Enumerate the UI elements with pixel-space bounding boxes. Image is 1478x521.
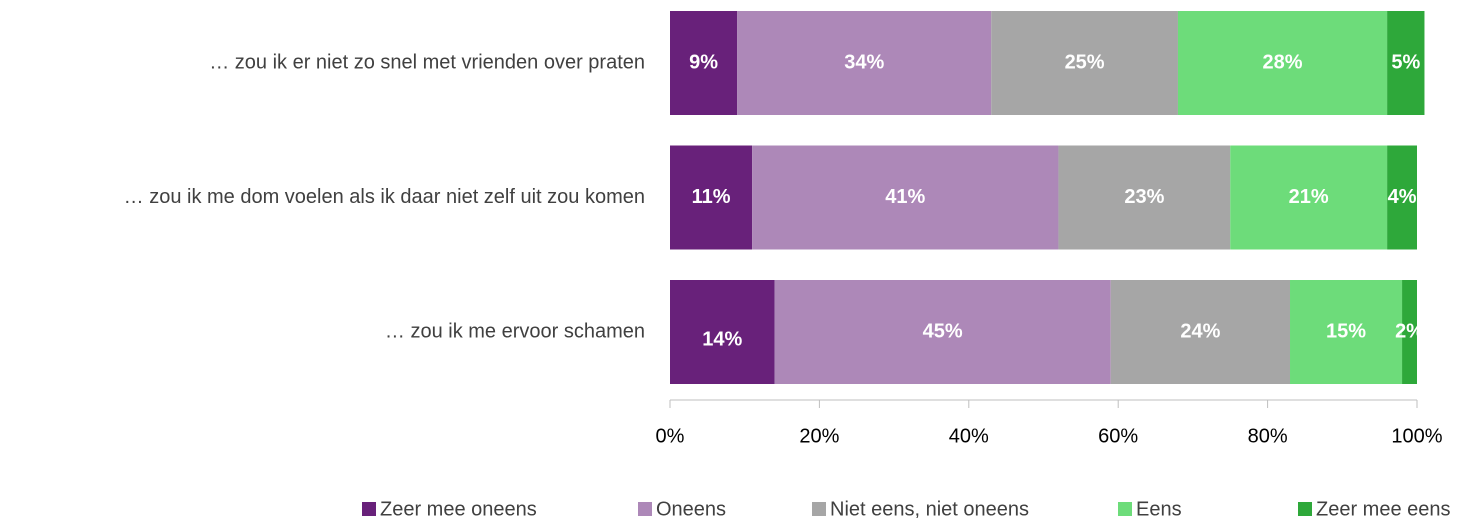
bar-segment [991, 11, 1178, 115]
bar-segment [670, 145, 753, 250]
value-label: 11% [692, 186, 731, 208]
bar-segment [1290, 280, 1403, 384]
legend-label: Zeer mee oneens [380, 498, 537, 520]
category-label: … zou ik er niet zo snel met vrienden ov… [209, 51, 645, 73]
bar-segment [1110, 280, 1291, 384]
bar-segment [1387, 145, 1417, 250]
bar-segment [670, 11, 738, 115]
value-label: 25% [1065, 51, 1105, 73]
bar-segment [737, 11, 992, 115]
legend-swatch [812, 502, 826, 516]
bar-segment [752, 145, 1059, 250]
value-label: 21% [1289, 186, 1329, 208]
legend-swatch [1298, 502, 1312, 516]
legend-label: Oneens [656, 498, 726, 520]
value-label: 5% [1391, 51, 1420, 73]
value-label: 24% [1180, 320, 1220, 342]
x-tick-label: 80% [1248, 425, 1288, 447]
bar-segment [774, 280, 1111, 384]
x-tick-label: 40% [949, 425, 989, 447]
x-tick-label: 0% [656, 425, 685, 447]
x-tick-label: 20% [799, 425, 839, 447]
category-label: … zou ik me dom voelen als ik daar niet … [124, 186, 645, 208]
x-tick-label: 60% [1098, 425, 1138, 447]
legend-label: Zeer mee eens [1316, 498, 1451, 520]
value-label: 14% [702, 328, 742, 350]
category-label: … zou ik me ervoor schamen [385, 320, 645, 342]
bar-segment [670, 280, 775, 384]
value-label: 4% [1388, 186, 1417, 208]
value-label: 34% [844, 51, 884, 73]
bar-segment [1177, 11, 1388, 115]
value-label: 28% [1263, 51, 1303, 73]
legend-label: Niet eens, niet oneens [830, 498, 1029, 520]
legend-label: Eens [1136, 498, 1182, 520]
value-label: 9% [689, 51, 718, 73]
legend-swatch [362, 502, 376, 516]
value-label: 2% [1395, 320, 1424, 342]
value-label: 23% [1124, 186, 1164, 208]
bar-segment [1230, 145, 1388, 250]
legend-swatch [1118, 502, 1132, 516]
value-label: 15% [1326, 320, 1366, 342]
x-tick-label: 100% [1391, 425, 1442, 447]
bar-segment [1058, 145, 1231, 250]
bar-segment [1402, 280, 1417, 384]
value-label: 45% [923, 320, 963, 342]
legend-swatch [638, 502, 652, 516]
value-label: 41% [885, 186, 925, 208]
bar-segment [1387, 11, 1425, 115]
